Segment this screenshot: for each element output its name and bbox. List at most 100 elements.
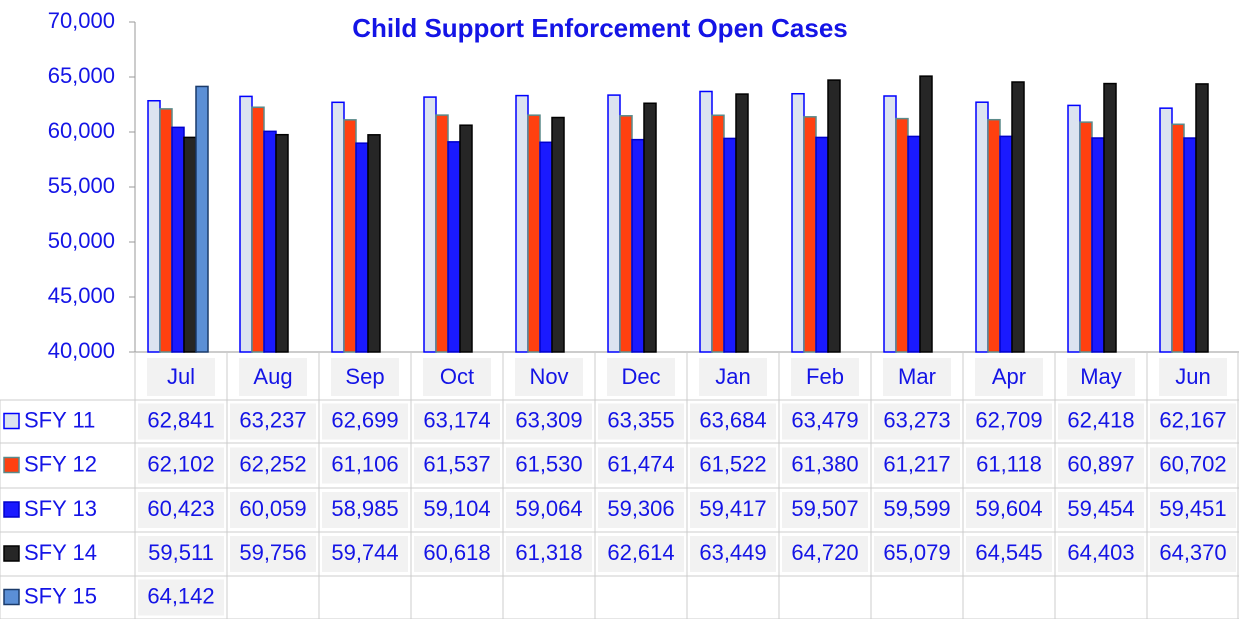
chart-title: Child Support Enforcement Open Cases bbox=[352, 13, 848, 43]
legend-label: SFY 15 bbox=[24, 583, 97, 608]
value-label: 61,522 bbox=[699, 451, 766, 476]
bar bbox=[515, 94, 529, 353]
legend-key bbox=[3, 545, 20, 562]
value-label: 58,985 bbox=[331, 496, 398, 521]
bar bbox=[459, 124, 473, 353]
value-cell bbox=[966, 447, 1052, 484]
value-label: 65,079 bbox=[883, 540, 950, 565]
value-label: 60,059 bbox=[239, 496, 306, 521]
bar bbox=[275, 133, 289, 353]
bar bbox=[239, 95, 253, 353]
bar bbox=[147, 99, 161, 353]
legend-label: SFY 13 bbox=[24, 496, 97, 521]
value-label: 61,318 bbox=[515, 540, 582, 565]
bar bbox=[263, 130, 277, 353]
bar bbox=[551, 116, 565, 353]
legend-key bbox=[3, 456, 20, 474]
value-label: 62,252 bbox=[239, 451, 306, 476]
value-cell bbox=[506, 403, 592, 440]
x-tick-label: Apr bbox=[992, 364, 1026, 389]
bar bbox=[1011, 81, 1025, 353]
value-cell bbox=[874, 447, 960, 484]
value-label: 60,702 bbox=[1159, 451, 1226, 476]
value-label: 62,102 bbox=[147, 451, 214, 476]
value-cell bbox=[1058, 447, 1144, 484]
value-label: 62,699 bbox=[331, 407, 398, 432]
value-cell bbox=[414, 492, 500, 528]
bar bbox=[1067, 104, 1081, 353]
value-label: 64,142 bbox=[147, 583, 214, 608]
value-cell bbox=[690, 536, 776, 572]
bar bbox=[987, 118, 1001, 353]
value-label: 59,604 bbox=[975, 496, 1042, 521]
value-cell bbox=[138, 492, 224, 528]
bar bbox=[803, 116, 817, 353]
bar bbox=[159, 108, 173, 353]
value-cell bbox=[138, 403, 224, 440]
x-tick-label: Oct bbox=[440, 364, 474, 389]
bar bbox=[919, 75, 933, 353]
value-cell bbox=[138, 536, 224, 572]
value-label: 59,744 bbox=[331, 540, 398, 565]
y-tick-label: 45,000 bbox=[48, 283, 115, 308]
value-label: 62,709 bbox=[975, 407, 1042, 432]
legend-label: SFY 14 bbox=[24, 540, 97, 565]
bar bbox=[1183, 137, 1197, 353]
value-label: 61,118 bbox=[976, 451, 1042, 476]
value-label: 61,474 bbox=[607, 451, 674, 476]
value-label: 59,507 bbox=[791, 496, 858, 521]
value-label: 62,167 bbox=[1159, 407, 1226, 432]
value-cell bbox=[874, 536, 960, 572]
value-cell bbox=[966, 403, 1052, 440]
bar bbox=[711, 114, 725, 353]
value-label: 62,418 bbox=[1067, 407, 1134, 432]
value-cell bbox=[598, 447, 684, 484]
value-cell bbox=[322, 447, 408, 484]
value-label: 59,451 bbox=[1159, 496, 1226, 521]
value-label: 59,511 bbox=[148, 540, 214, 565]
value-label: 59,756 bbox=[239, 540, 306, 565]
value-label: 63,273 bbox=[883, 407, 950, 432]
value-label: 59,454 bbox=[1067, 496, 1134, 521]
x-tick-label: Jun bbox=[1175, 364, 1210, 389]
value-label: 59,306 bbox=[607, 496, 674, 521]
value-label: 62,614 bbox=[607, 540, 674, 565]
bar bbox=[1091, 137, 1105, 353]
value-cell bbox=[966, 492, 1052, 528]
bar bbox=[183, 136, 197, 353]
value-cell bbox=[230, 492, 316, 528]
bar bbox=[631, 138, 645, 353]
x-tick-label: May bbox=[1080, 364, 1122, 389]
y-tick-label: 65,000 bbox=[48, 63, 115, 88]
value-cell bbox=[1058, 492, 1144, 528]
value-cell bbox=[230, 536, 316, 572]
x-tick-label: Jan bbox=[715, 364, 750, 389]
legend-key bbox=[3, 412, 20, 430]
header-cell bbox=[699, 358, 767, 396]
y-tick-label: 50,000 bbox=[48, 228, 115, 253]
bar bbox=[171, 126, 185, 353]
value-cell bbox=[506, 447, 592, 484]
value-label: 63,237 bbox=[239, 407, 306, 432]
value-label: 61,530 bbox=[515, 451, 582, 476]
value-cell bbox=[322, 403, 408, 440]
x-tick-label: Aug bbox=[253, 364, 292, 389]
value-label: 60,897 bbox=[1067, 451, 1134, 476]
value-label: 62,841 bbox=[147, 407, 214, 432]
value-cell bbox=[1058, 536, 1144, 572]
header-cell bbox=[239, 358, 307, 396]
value-cell bbox=[1150, 536, 1236, 572]
y-tick-label: 60,000 bbox=[48, 118, 115, 143]
bar bbox=[699, 90, 713, 353]
bar bbox=[735, 93, 749, 353]
value-cell bbox=[230, 447, 316, 484]
value-cell bbox=[874, 492, 960, 528]
value-cell bbox=[782, 492, 868, 528]
value-label: 63,479 bbox=[791, 407, 858, 432]
value-label: 63,449 bbox=[699, 540, 766, 565]
legend-label: SFY 12 bbox=[24, 451, 97, 476]
bar bbox=[331, 101, 345, 353]
value-cell bbox=[414, 536, 500, 572]
value-label: 59,064 bbox=[515, 496, 582, 521]
